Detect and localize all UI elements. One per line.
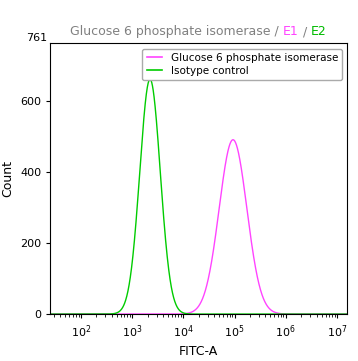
Y-axis label: Count: Count: [1, 160, 14, 197]
Text: 761: 761: [26, 33, 47, 43]
Text: /: /: [299, 25, 311, 38]
Text: E2: E2: [311, 25, 327, 38]
Text: E1: E1: [283, 25, 299, 38]
Text: Glucose 6 phosphate isomerase /: Glucose 6 phosphate isomerase /: [71, 25, 283, 38]
X-axis label: FITC-A: FITC-A: [179, 345, 218, 358]
Legend: Glucose 6 phosphate isomerase, Isotype control: Glucose 6 phosphate isomerase, Isotype c…: [142, 48, 342, 80]
